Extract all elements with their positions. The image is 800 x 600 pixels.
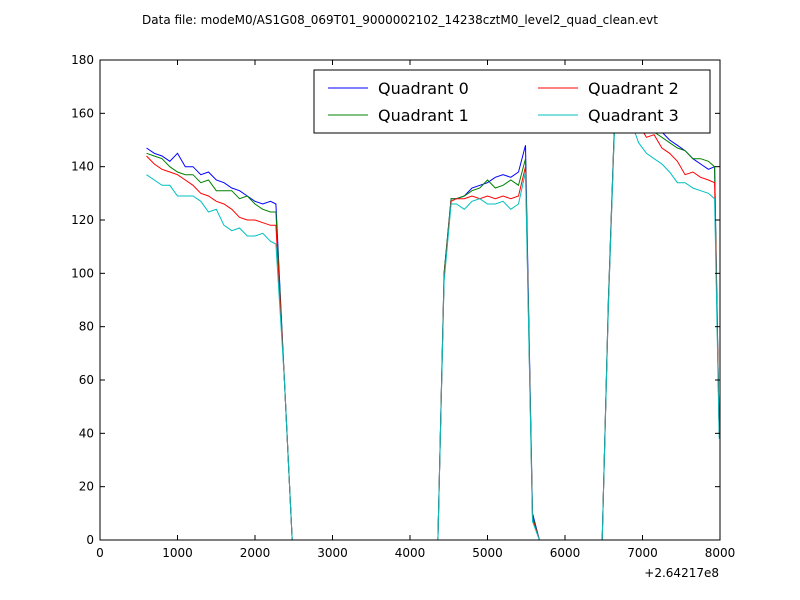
legend: Quadrant 0 Quadrant 1 Quadrant 2 Quadrant 3 xyxy=(313,69,711,134)
y-tick-label: 40 xyxy=(79,426,94,440)
x-tick-label: 4000 xyxy=(395,546,426,560)
legend-box xyxy=(313,69,711,134)
series-line-quadrant-0 xyxy=(146,75,720,541)
series-layer xyxy=(146,75,720,541)
x-tick-label: 2000 xyxy=(240,546,271,560)
y-tick-label: 60 xyxy=(79,373,94,387)
legend-label-quadrant-1: Quadrant 1 xyxy=(378,106,469,125)
series-line-quadrant-2 xyxy=(146,78,720,541)
legend-label-quadrant-2: Quadrant 2 xyxy=(588,79,679,98)
x-tick-label: 6000 xyxy=(550,546,581,560)
x-tick-label: 7000 xyxy=(627,546,658,560)
y-tick-label: 0 xyxy=(86,533,94,547)
y-tick-label: 120 xyxy=(71,213,94,227)
x-tick-label: 1000 xyxy=(162,546,193,560)
series-line-quadrant-3 xyxy=(146,81,720,541)
y-tick-label: 140 xyxy=(71,160,94,174)
x-offset-label: +2.64217e8 xyxy=(644,566,719,580)
y-tick-label: 180 xyxy=(71,53,94,67)
y-tick-label: 20 xyxy=(79,480,94,494)
chart-title: Data file: modeM0/AS1G08_069T01_90000021… xyxy=(142,13,658,27)
x-tick-label: 8000 xyxy=(705,546,736,560)
y-tick-label: 160 xyxy=(71,106,94,120)
y-tick-label: 80 xyxy=(79,320,94,334)
ticks-layer: 0 1000 2000 3000 4000 5000 6000 7000 8000 0 20 40 60… xyxy=(71,53,735,560)
x-tick-label: 0 xyxy=(96,546,104,560)
legend-label-quadrant-3: Quadrant 3 xyxy=(588,106,679,125)
x-tick-label: 3000 xyxy=(317,546,348,560)
legend-label-quadrant-0: Quadrant 0 xyxy=(378,79,469,98)
y-tick-label: 100 xyxy=(71,266,94,280)
x-tick-label: 5000 xyxy=(472,546,503,560)
series-line-quadrant-1 xyxy=(146,75,720,541)
